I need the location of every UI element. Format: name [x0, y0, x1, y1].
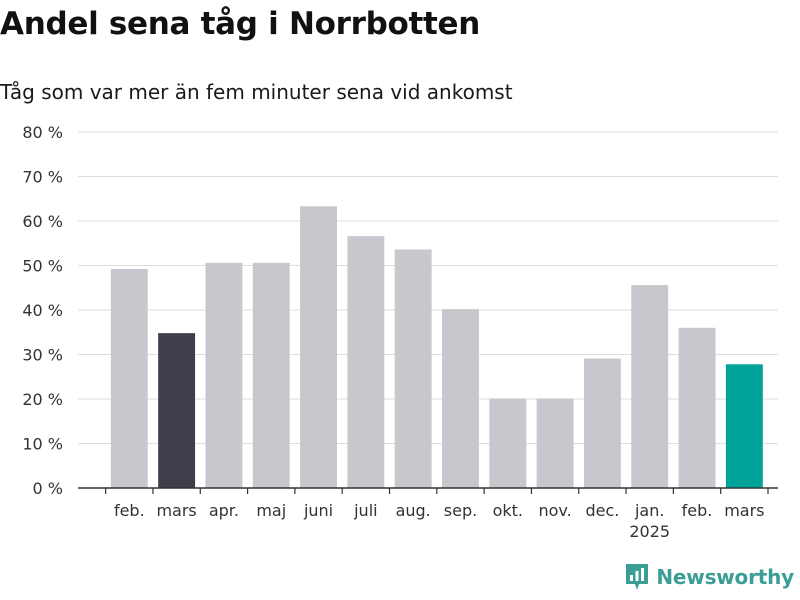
bar-7 [394, 249, 432, 488]
bar-3 [205, 262, 243, 488]
x-tick-label: nov. [538, 501, 571, 520]
bar-5 [300, 206, 338, 488]
bars [110, 206, 763, 488]
x-tick-label: apr. [209, 501, 239, 520]
y-tick-label: 30 % [22, 346, 63, 365]
y-tick-label: 60 % [22, 212, 63, 231]
x-axis [78, 487, 778, 494]
x-tick-label: feb. [114, 501, 145, 520]
y-tick-label: 40 % [22, 301, 63, 320]
y-tick-label: 20 % [22, 390, 63, 409]
y-tick-label: 80 % [22, 123, 63, 142]
y-axis-ticks: 0 % 10 % 20 % 30 % 40 % 50 % 60 % 70 % 80 % [22, 123, 63, 498]
brand-name: Newsworthy [656, 565, 794, 589]
x-tick-label: mars [724, 501, 764, 520]
bar-2 [158, 333, 196, 488]
bar-14 [725, 364, 763, 488]
x-tick-label: feb. [682, 501, 713, 520]
bar-13 [678, 327, 716, 488]
x-axis-labels: feb. mars apr. maj juni juli aug. sep. okt. nov. d… [114, 501, 765, 541]
x-tick-label: juni [303, 501, 333, 520]
y-tick-label: 0 % [33, 479, 63, 498]
y-tick-label: 70 % [22, 168, 63, 187]
bar-9 [489, 398, 527, 488]
bar-1 [110, 269, 148, 488]
x-tick-label: dec. [585, 501, 619, 520]
x-tick-label: juli [353, 501, 377, 520]
chart-subtitle: Tåg som var mer än fem minuter sena vid … [0, 80, 513, 104]
y-tick-label: 10 % [22, 435, 63, 454]
bar-chart-bubble-icon [626, 564, 649, 590]
x-tick-label: okt. [493, 501, 523, 520]
bar-11 [583, 358, 621, 488]
x-tick-label: jan. [634, 501, 664, 520]
x-tick-label: maj [256, 501, 286, 520]
bar-6 [347, 236, 385, 488]
x-year-label: 2025 [629, 522, 670, 541]
chart-title: Andel sena tåg i Norrbotten [0, 6, 481, 42]
x-tick-label: aug. [396, 501, 431, 520]
bar-10 [536, 398, 574, 488]
bar-8 [442, 309, 479, 488]
x-tick-label: sep. [444, 501, 477, 520]
brand-logo: Newsworthy [624, 562, 794, 592]
bar-12 [631, 285, 669, 488]
y-tick-label: 50 % [22, 257, 63, 276]
x-tick-label: mars [156, 501, 196, 520]
bar-4 [252, 262, 290, 488]
